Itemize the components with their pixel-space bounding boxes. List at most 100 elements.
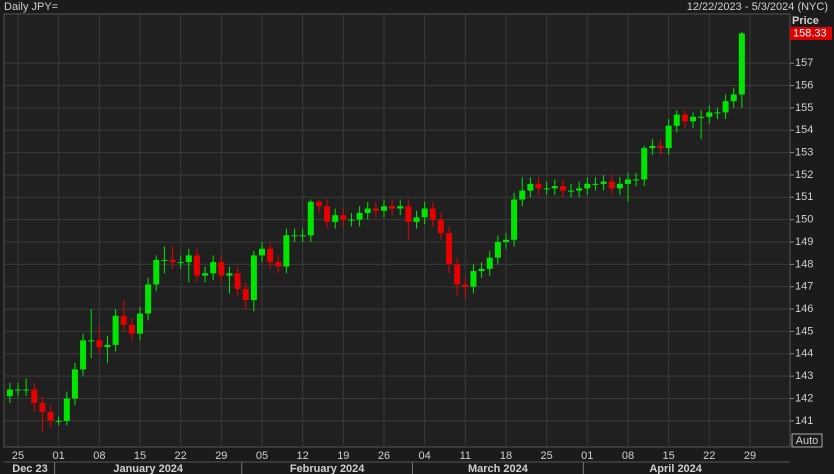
candle-body xyxy=(559,186,566,191)
period-label: January 2024 xyxy=(113,463,184,474)
candle-body xyxy=(55,420,62,422)
candle-body xyxy=(218,262,225,276)
y-tick-label: 146 xyxy=(795,303,813,315)
candle-body xyxy=(145,284,152,314)
candle-body xyxy=(616,183,623,189)
candle-body xyxy=(250,255,257,301)
x-tick-label: 22 xyxy=(703,450,715,462)
candle-body xyxy=(23,389,30,391)
candle-body xyxy=(494,242,501,258)
period-label: Dec 23 xyxy=(12,463,47,474)
candle-body xyxy=(364,208,371,213)
y-tick-label: 156 xyxy=(795,79,813,91)
candle-body xyxy=(405,206,412,222)
x-tick-label: 12 xyxy=(297,450,309,462)
candle-body xyxy=(47,411,54,421)
candle-body xyxy=(39,402,46,412)
candle-body xyxy=(600,181,607,184)
candle-body xyxy=(673,114,680,126)
candle-body xyxy=(397,206,404,209)
candle-body xyxy=(340,215,347,220)
date-range: 12/22/2023 - 5/3/2024 (NYC) xyxy=(687,1,828,13)
candle-body xyxy=(275,262,282,267)
y-tick-label: 149 xyxy=(795,236,813,248)
candle-body xyxy=(258,248,265,256)
candle-body xyxy=(657,145,664,149)
candle-body xyxy=(551,186,558,189)
y-tick-label: 144 xyxy=(795,348,813,360)
marks: 141 142 143 144 145 146 147 148 149 150 151 152 153 1… xyxy=(4,14,832,474)
candle-body xyxy=(641,148,648,180)
chart-title: Daily JPY= xyxy=(4,1,58,13)
x-tick-label: 01 xyxy=(581,450,593,462)
y-axis-label: Price xyxy=(792,15,819,27)
last-price-box xyxy=(790,26,832,40)
candle-body xyxy=(161,259,168,261)
x-tick-label: 26 xyxy=(378,450,390,462)
candle-body xyxy=(128,324,135,334)
candle-body xyxy=(624,179,631,184)
candle-body xyxy=(446,233,453,265)
x-tick-label: 01 xyxy=(53,450,65,462)
candle-body xyxy=(356,212,363,220)
candle-body xyxy=(584,183,591,189)
candle-body xyxy=(665,125,672,149)
auto-button-label[interactable]: Auto xyxy=(796,435,819,447)
y-tick-label: 145 xyxy=(795,325,813,337)
x-tick-label: 15 xyxy=(663,450,675,462)
candle-body xyxy=(202,273,209,276)
candle-body xyxy=(185,255,192,263)
candle-body xyxy=(299,235,306,237)
candle-body xyxy=(527,183,534,191)
candle-body xyxy=(80,340,87,370)
y-tick-label: 150 xyxy=(795,214,813,226)
candle-body xyxy=(486,257,493,269)
x-tick-label: 29 xyxy=(744,450,756,462)
x-tick-label: 05 xyxy=(256,450,268,462)
y-tick-label: 152 xyxy=(795,169,813,181)
y-tick-label: 141 xyxy=(795,415,813,427)
x-tick-label: 08 xyxy=(93,450,105,462)
candle-body xyxy=(315,201,322,207)
auto-button[interactable] xyxy=(791,433,823,448)
candle-body xyxy=(15,389,21,391)
x-tick-label: 15 xyxy=(134,450,146,462)
plot-area xyxy=(3,13,791,448)
candle-body xyxy=(730,94,737,102)
candle-body xyxy=(592,183,599,185)
candle-body xyxy=(153,259,160,285)
x-tick-label: 04 xyxy=(419,450,431,462)
y-tick-label: 153 xyxy=(795,147,813,159)
candle-body xyxy=(681,114,688,122)
candle-body xyxy=(478,268,485,272)
candle-body xyxy=(291,235,298,237)
x-tick-label: 22 xyxy=(175,450,187,462)
candle-body xyxy=(608,181,615,189)
candle-body xyxy=(177,262,184,264)
candle-body xyxy=(104,344,111,348)
candle-body xyxy=(372,208,379,211)
candle-body xyxy=(413,217,420,222)
candle-body xyxy=(421,208,428,218)
candle-body xyxy=(568,190,575,192)
candle-body xyxy=(470,271,477,287)
candle-body xyxy=(511,199,518,240)
candle-body xyxy=(706,112,713,117)
period-label: March 2024 xyxy=(468,463,529,474)
candle-body xyxy=(429,208,436,220)
candle-body xyxy=(698,116,705,118)
candle-body xyxy=(633,179,640,181)
candle-body xyxy=(31,389,38,403)
candle-body xyxy=(389,206,396,209)
y-tick-label: 147 xyxy=(795,281,813,293)
candle-body xyxy=(714,112,721,114)
candle-body xyxy=(88,340,95,342)
candle-body xyxy=(576,188,583,191)
last-price-label: 158.33 xyxy=(793,27,827,39)
candle-body xyxy=(437,219,444,234)
candle-body xyxy=(380,206,387,211)
candle-body xyxy=(71,369,78,399)
y-tick-label: 151 xyxy=(795,191,813,203)
x-tick-label: 18 xyxy=(500,450,512,462)
